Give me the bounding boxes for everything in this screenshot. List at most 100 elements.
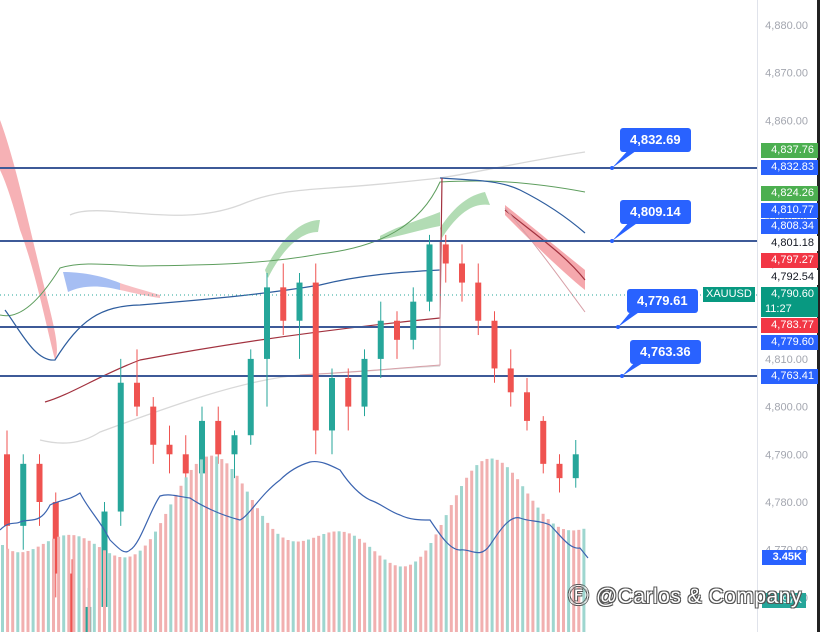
candle[interactable]: [524, 392, 530, 421]
volume-bar: [138, 550, 142, 632]
volume-bar: [82, 538, 86, 632]
candle[interactable]: [572, 454, 579, 479]
price-tag: 4,832.83: [761, 160, 818, 175]
price-callout-4[interactable]: 4,763.36: [630, 340, 701, 364]
ma-pink: [299, 207, 586, 376]
candle[interactable]: [280, 287, 287, 321]
volume-bar: [261, 515, 265, 632]
volume-bar: [347, 533, 351, 632]
price-callout-1[interactable]: 4,832.69: [620, 128, 691, 152]
candle[interactable]: [4, 454, 10, 526]
volume-bar: [174, 494, 178, 632]
volume-bar: [159, 523, 163, 632]
volume-bar: [500, 462, 504, 632]
candle[interactable]: [475, 282, 482, 321]
candle[interactable]: [312, 282, 319, 431]
candle[interactable]: [507, 368, 514, 393]
candle[interactable]: [442, 244, 449, 264]
volume-bar: [286, 539, 290, 632]
volume-bar: [77, 536, 81, 632]
volume-bar: [332, 531, 336, 632]
candle[interactable]: [150, 406, 157, 445]
volume-bar: [31, 549, 35, 632]
volume-bar: [118, 556, 122, 632]
candle[interactable]: [540, 420, 547, 464]
red-cloud-right: [505, 205, 585, 290]
candle[interactable]: [361, 358, 368, 407]
volume-bar: [210, 455, 214, 632]
volume-bar: [11, 551, 15, 632]
candle[interactable]: [426, 244, 433, 302]
candle[interactable]: [459, 263, 465, 283]
last-price-value: 4,790.60: [771, 288, 814, 300]
volume-bar: [582, 528, 586, 632]
volume-bar: [41, 543, 45, 632]
candle[interactable]: [182, 454, 189, 474]
candle[interactable]: [345, 377, 352, 407]
candlesticks[interactable]: [4, 234, 579, 632]
candle[interactable]: [491, 320, 498, 369]
price-callout-3[interactable]: 4,779.61: [627, 289, 698, 313]
volume-bar: [220, 459, 224, 632]
volume-bar: [154, 531, 157, 632]
volume-bar: [358, 538, 361, 632]
price-axis-tick: 4,790.00: [765, 449, 808, 461]
candle[interactable]: [296, 282, 303, 321]
price-axis-tick: 4,880.00: [765, 20, 808, 32]
candle[interactable]: [134, 382, 140, 407]
candle[interactable]: [410, 301, 417, 340]
candle[interactable]: [556, 463, 563, 479]
candle[interactable]: [264, 287, 270, 359]
volume-bar: [235, 475, 239, 632]
volume-bars[interactable]: [1, 455, 586, 632]
volume-bar: [36, 546, 40, 632]
candle[interactable]: [231, 435, 238, 455]
volume-bar: [179, 485, 183, 632]
volume-bar: [225, 463, 229, 632]
price-axis-tick: 4,780.00: [765, 497, 808, 509]
volume-bar: [490, 458, 494, 632]
candle[interactable]: [20, 463, 27, 526]
candle[interactable]: [215, 420, 222, 455]
blue-cloud: [63, 272, 120, 292]
volume-ma-line: [0, 460, 589, 559]
volume-bar: [143, 545, 147, 632]
volume-bar: [199, 459, 203, 632]
volume-bar: [475, 465, 479, 632]
volume-bar: [337, 531, 341, 632]
green-cloud-3: [440, 192, 490, 238]
volume-bar: [521, 486, 525, 632]
candle[interactable]: [199, 420, 205, 474]
volume-bar: [21, 552, 25, 632]
volume-bar: [164, 513, 168, 632]
candle[interactable]: [117, 382, 124, 512]
volume-bar: [444, 515, 448, 632]
price-tag: 4,824.26: [761, 186, 818, 201]
volume-bar: [250, 499, 254, 632]
candle[interactable]: [247, 358, 254, 436]
candle[interactable]: [52, 502, 59, 574]
volume-bar: [495, 459, 499, 632]
volume-bar: [398, 566, 402, 632]
symbol-tag: XAUUSD: [703, 287, 755, 302]
candle[interactable]: [166, 444, 173, 455]
watermark: Ⓕ @Carlos & Company: [568, 580, 802, 610]
candle[interactable]: [69, 573, 75, 632]
candle[interactable]: [377, 320, 384, 359]
volume-bar: [26, 551, 30, 632]
volume-bar: [97, 547, 101, 632]
volume-bar: [266, 522, 270, 632]
candle[interactable]: [394, 320, 400, 340]
volume-bar: [526, 493, 530, 632]
volume-bar: [454, 495, 458, 632]
volume-bar: [465, 477, 469, 632]
volume-bar: [184, 477, 188, 632]
price-tag: 4,792.54: [761, 270, 818, 285]
candle[interactable]: [329, 377, 335, 431]
ma-green: [0, 180, 586, 317]
price-callout-2[interactable]: 4,809.14: [620, 200, 691, 224]
volume-bar: [307, 539, 310, 632]
candle[interactable]: [36, 463, 43, 502]
volume-bar: [312, 537, 316, 632]
